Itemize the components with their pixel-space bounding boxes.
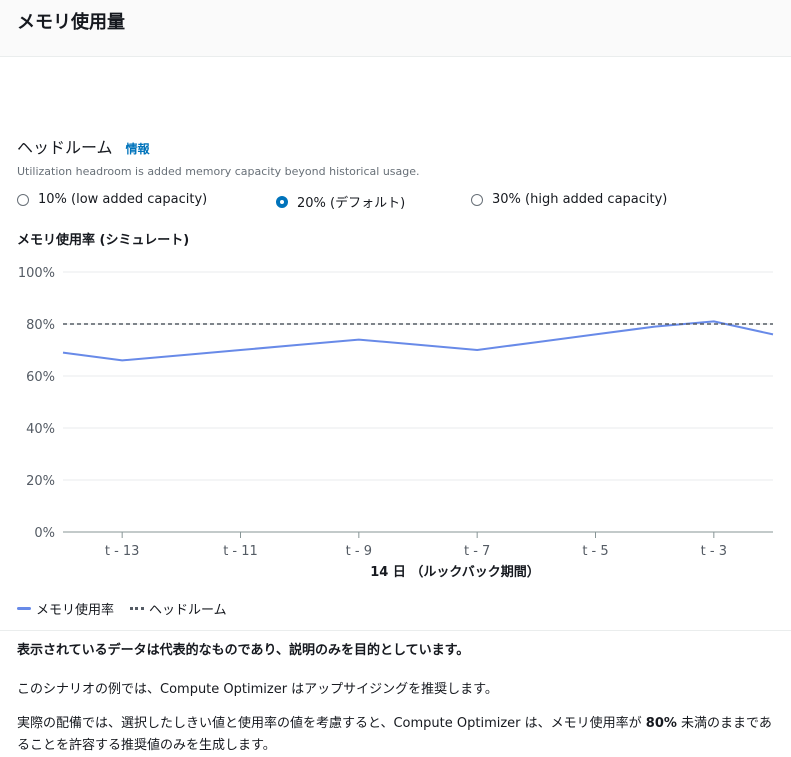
- info-link[interactable]: 情報: [125, 142, 150, 156]
- x-tick-label: t - 11: [223, 544, 258, 559]
- deployment-text: 実際の配備では、選択したしきい値と使用率の値を考慮すると、Compute Opt…: [17, 713, 777, 757]
- x-tick-label: t - 3: [701, 544, 727, 559]
- headroom-heading: ヘッドルーム 情報: [17, 137, 150, 160]
- x-tick-label: t - 5: [582, 544, 608, 559]
- chart-legend: メモリ使用率 ヘッドルーム: [17, 599, 243, 618]
- y-tick-label: 80%: [26, 318, 55, 333]
- headroom-title: ヘッドルーム: [17, 138, 113, 157]
- memory-usage-line: [62, 320, 774, 362]
- x-tick-label: t - 13: [105, 544, 140, 559]
- scenario-text: このシナリオの例では、Compute Optimizer はアップサイジングを推…: [17, 682, 498, 697]
- chart-series: [62, 320, 774, 362]
- chart-grid: [63, 271, 773, 481]
- x-tick-label: t - 7: [464, 544, 490, 559]
- headroom-description: Utilization headroom is added memory cap…: [17, 165, 420, 178]
- x-axis-label: 14 日 （ルックバック期間）: [370, 564, 540, 580]
- radio-label-30: 30% (high added capacity): [492, 192, 668, 207]
- y-tick-label: 0%: [34, 526, 55, 541]
- y-axis-ticks: 0% 20% 40% 60% 80% 100%: [18, 266, 55, 541]
- legend-item-usage[interactable]: メモリ使用率: [17, 599, 114, 618]
- y-tick-label: 60%: [26, 370, 55, 385]
- panel-title: メモリ使用量: [17, 12, 125, 33]
- radio-label-10: 10% (low added capacity): [38, 192, 208, 207]
- radio-button-10[interactable]: [17, 193, 29, 206]
- disclaimer-text: 表示されているデータは代表的なものであり、説明のみを目的としています。: [17, 643, 470, 658]
- legend-item-headroom[interactable]: ヘッドルーム: [130, 599, 227, 618]
- radio-label-20: 20% (デフォルト): [297, 196, 406, 211]
- radio-button-20[interactable]: [276, 195, 288, 208]
- radio-option-20[interactable]: 20% (デフォルト): [276, 192, 405, 211]
- chart-title: メモリ使用率 (シミュレート): [17, 233, 190, 248]
- deployment-text-threshold: 80%: [645, 716, 677, 731]
- y-tick-label: 40%: [26, 422, 55, 437]
- legend-label-usage: メモリ使用率: [36, 603, 115, 618]
- radio-option-10[interactable]: 10% (low added capacity): [17, 192, 207, 207]
- panel-header: メモリ使用量: [0, 0, 791, 57]
- legend-swatch-headroom: [130, 607, 145, 610]
- deployment-text-before: 実際の配備では、選択したしきい値と使用率の値を考慮すると、Compute Opt…: [17, 716, 646, 731]
- divider: [0, 630, 791, 631]
- radio-option-30[interactable]: 30% (high added capacity): [471, 192, 667, 207]
- radio-button-30[interactable]: [471, 193, 483, 206]
- y-tick-label: 100%: [18, 266, 55, 281]
- legend-label-headroom: ヘッドルーム: [149, 603, 227, 618]
- y-tick-label: 20%: [26, 474, 55, 489]
- legend-swatch-usage: [17, 607, 31, 610]
- x-axis-ticks: t - 13 t - 11 t - 9 t - 7 t - 5 t - 3: [105, 532, 727, 559]
- x-tick-label: t - 9: [346, 544, 372, 559]
